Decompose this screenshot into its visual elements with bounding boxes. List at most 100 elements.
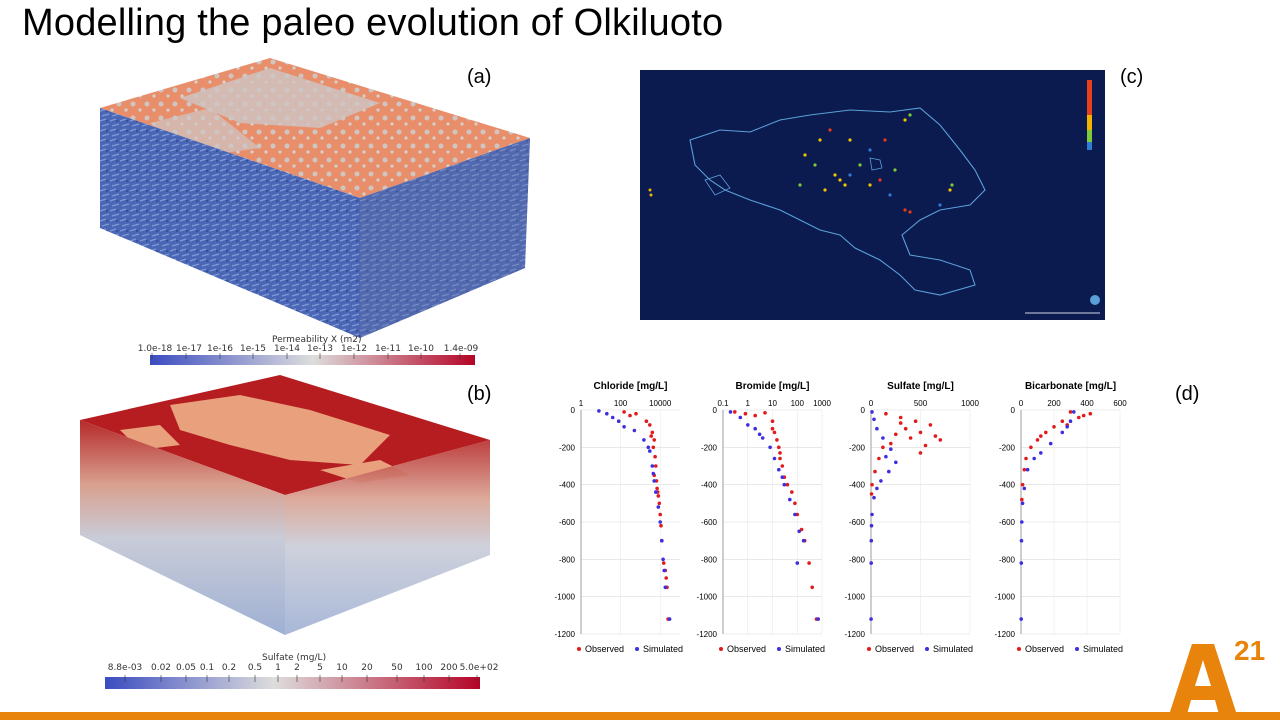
- panel-label-d: (d): [1175, 383, 1200, 405]
- colorbar-a-tick: 1e-10: [408, 344, 434, 354]
- colorbar-b-tick: 0.2: [221, 663, 237, 673]
- simulated-point: [663, 585, 668, 590]
- a21-logo: 21: [1168, 635, 1265, 718]
- simulated-point: [889, 447, 893, 451]
- simulated-point: [661, 557, 665, 562]
- simulated-point: [1025, 467, 1030, 472]
- observed-point: [913, 419, 918, 423]
- observed-point: [918, 430, 923, 435]
- bromide-chart: Bromide [mg/L] 0 -200 -400 -600 -800 -1000 -120…: [687, 374, 837, 664]
- observed-point: [656, 494, 661, 498]
- legend-simulated-label: Simulated: [1083, 644, 1123, 654]
- colorbar-b-tick: 1: [275, 663, 281, 673]
- observed-point: [898, 421, 903, 425]
- simulated-point: [869, 538, 874, 543]
- legend-simulated-label: Simulated: [785, 644, 825, 654]
- observed-point: [644, 419, 649, 423]
- observed-point: [1077, 415, 1081, 420]
- colorbar-a-tick: 1e-13: [307, 344, 333, 354]
- y-tick-label: -800: [999, 555, 1016, 564]
- observed-point: [1081, 413, 1086, 418]
- x-tick-label: 1: [579, 399, 584, 408]
- simulated-point: [869, 561, 873, 565]
- x-tick-label: 10000: [649, 399, 672, 408]
- legend-observed-label: Observed: [585, 644, 624, 654]
- simulated-point: [894, 460, 898, 465]
- y-tick-label: -800: [849, 555, 866, 564]
- simulated-point: [654, 490, 658, 494]
- legend-observed-marker: [867, 647, 871, 651]
- x-tick-label: 200: [1047, 399, 1061, 408]
- colorbar-b-tick: 200: [440, 663, 458, 673]
- simulated-point: [869, 617, 873, 621]
- simulated-point: [1065, 425, 1069, 429]
- simulated-point: [1072, 410, 1076, 414]
- observed-point: [810, 585, 814, 590]
- observed-point: [884, 411, 888, 416]
- colorbar-b-tick: 100: [415, 663, 433, 673]
- y-tick-label: -800: [701, 555, 718, 564]
- simulated-point: [1048, 441, 1053, 446]
- y-tick-label: -400: [559, 481, 576, 490]
- observed-point: [1029, 445, 1033, 450]
- observed-point: [881, 445, 885, 450]
- observed-point: [785, 482, 790, 487]
- observed-point: [894, 432, 898, 437]
- colorbar-b-title: Sulfate (mg/L): [262, 653, 327, 663]
- simulated-point: [650, 464, 655, 468]
- x-tick-label: 1000: [813, 399, 831, 408]
- simulated-point: [753, 426, 757, 431]
- observed-point: [652, 438, 656, 442]
- simulated-point: [746, 423, 750, 427]
- panel-label-b: (b): [467, 383, 492, 405]
- simulated-point: [887, 469, 891, 474]
- observed-point: [653, 454, 657, 459]
- y-tick-label: -1000: [845, 593, 866, 602]
- observed-point: [898, 415, 903, 420]
- colorbar-a-tick: 1e-16: [207, 344, 233, 354]
- legend-simulated-label: Simulated: [643, 644, 683, 654]
- y-tick-label: 0: [1011, 406, 1016, 415]
- y-tick-label: -200: [999, 443, 1016, 452]
- simulated-point: [797, 529, 801, 534]
- observed-point: [869, 492, 874, 496]
- observed-point: [903, 426, 908, 431]
- sulfate-block-image: [80, 375, 490, 635]
- x-tick-label: 0.1: [717, 399, 729, 408]
- observed-point: [634, 411, 638, 416]
- observed-point: [1020, 482, 1025, 487]
- colorbar-b-tick: 5.0e+02: [459, 663, 499, 673]
- y-tick-label: -600: [701, 518, 718, 527]
- observed-point: [651, 445, 656, 450]
- observed-point: [772, 430, 777, 435]
- simulated-point: [1019, 561, 1024, 565]
- simulated-point: [757, 432, 762, 437]
- colorbar-b-tick: 8.8e-03: [107, 663, 143, 673]
- y-tick-label: -200: [701, 443, 718, 452]
- simulated-point: [795, 561, 800, 565]
- simulated-point: [788, 497, 792, 502]
- colorbar-a: [150, 353, 475, 365]
- simulated-point: [1039, 451, 1043, 455]
- observed-point: [1068, 410, 1073, 414]
- observed-point: [938, 438, 943, 442]
- simulated-point: [651, 471, 656, 476]
- simulated-point: [1068, 419, 1073, 423]
- legend-observed-label: Observed: [727, 644, 766, 654]
- chart-title: Sulfate [mg/L]: [887, 381, 954, 392]
- y-tick-label: -400: [701, 481, 718, 490]
- colorbar-a-title: Permeability X (m2): [272, 335, 362, 345]
- simulated-point: [782, 482, 787, 487]
- colorbar-a-tick: 1.4e-09: [443, 344, 479, 354]
- colorbar-a-tick: 1.0e-18: [137, 344, 173, 354]
- y-tick-label: 0: [571, 406, 576, 415]
- y-tick-label: -1200: [995, 630, 1016, 639]
- y-tick-label: -800: [559, 555, 576, 564]
- observed-point: [870, 482, 874, 487]
- colorbar-b-tick: 0.02: [150, 663, 172, 673]
- observed-point: [659, 523, 663, 528]
- observed-point: [778, 451, 782, 455]
- colorbar-b-tick: 10: [336, 663, 348, 673]
- legend-observed-marker: [719, 647, 723, 651]
- legend-observed-marker: [1017, 647, 1021, 651]
